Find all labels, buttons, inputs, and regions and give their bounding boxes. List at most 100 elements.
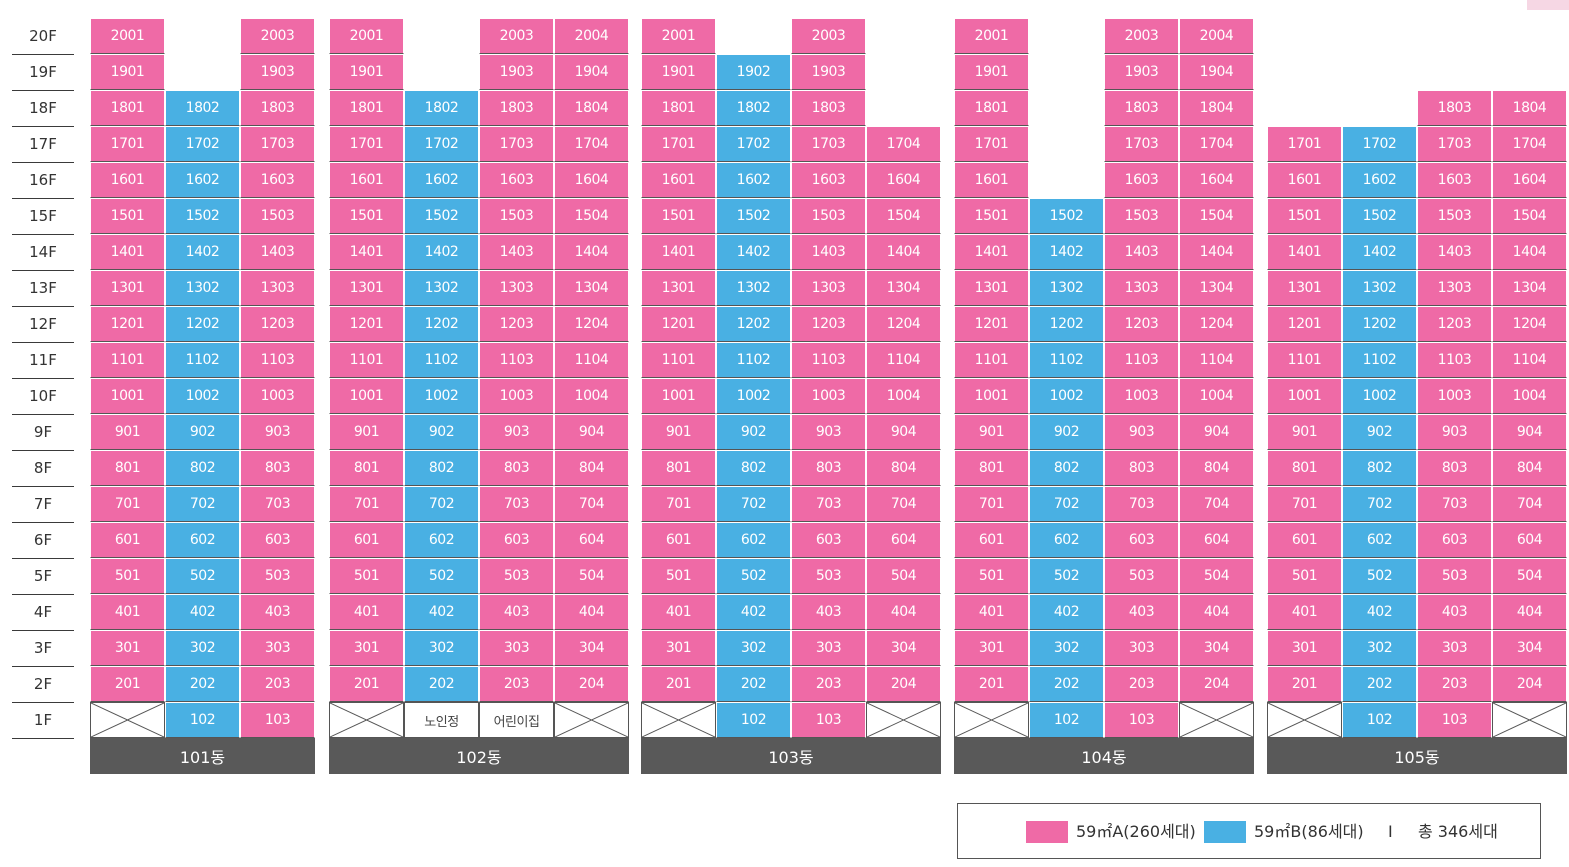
floor-label: 18F: [12, 90, 74, 127]
unit-cell: 303: [791, 630, 866, 666]
unit-cell: 504: [1492, 558, 1567, 594]
unit-cell: 803: [479, 450, 554, 486]
unit-cell: 301: [954, 630, 1029, 666]
unit-cell: 2003: [791, 18, 866, 54]
unit-cell: 1003: [479, 378, 554, 414]
floor-label: 6F: [12, 522, 74, 559]
unit-cell: 601: [1267, 522, 1342, 558]
unit-cell: 1703: [1104, 126, 1179, 162]
unit-cell: 1302: [165, 270, 240, 306]
unit-cell: 201: [1267, 666, 1342, 702]
floor-label: 20F: [12, 18, 74, 55]
unit-cell: 1701: [954, 126, 1029, 162]
unit-cell: 1002: [1029, 378, 1104, 414]
unit-cell: 1801: [329, 90, 404, 126]
unit-cell: 1204: [554, 306, 629, 342]
unit-cell: 1801: [90, 90, 165, 126]
unit-cell: 402: [404, 594, 479, 630]
unit-cell: 103: [1104, 702, 1179, 738]
building-label: 104동: [954, 738, 1254, 774]
unit-cell: 1703: [791, 126, 866, 162]
unit-cell: 1503: [479, 198, 554, 234]
unit-cell: 302: [1029, 630, 1104, 666]
unit-cell: 601: [954, 522, 1029, 558]
unit-cell: 2003: [479, 18, 554, 54]
unit-cell: 1603: [479, 162, 554, 198]
empty-cell: [329, 702, 404, 738]
unit-cell: 402: [165, 594, 240, 630]
unit-cell: 1704: [554, 126, 629, 162]
unit-cell: 402: [1029, 594, 1104, 630]
unit-cell: 303: [479, 630, 554, 666]
unit-cell: 1002: [404, 378, 479, 414]
unit-cell: 1102: [1342, 342, 1417, 378]
unit-cell: 801: [954, 450, 1029, 486]
unit-cell: 1204: [1492, 306, 1567, 342]
unit-cell: 1502: [404, 198, 479, 234]
floor-label: 13F: [12, 270, 74, 307]
unit-cell: 603: [1104, 522, 1179, 558]
unit-cell: 1503: [1417, 198, 1492, 234]
unit-cell: 1003: [1417, 378, 1492, 414]
unit-cell: 804: [1492, 450, 1567, 486]
unit-cell: 903: [1417, 414, 1492, 450]
unit-cell: 1203: [1417, 306, 1492, 342]
unit-cell: 1502: [716, 198, 791, 234]
unit-cell: 604: [554, 522, 629, 558]
unit-cell: 204: [866, 666, 941, 702]
unit-cell: 204: [1179, 666, 1254, 702]
unit-cell: 1901: [641, 54, 716, 90]
unit-cell: 102: [716, 702, 791, 738]
unit-cell: 1001: [90, 378, 165, 414]
empty-cell: [1267, 702, 1342, 738]
unit-cell: 802: [716, 450, 791, 486]
unit-cell: 2001: [90, 18, 165, 54]
unit-cell: 1301: [1267, 270, 1342, 306]
unit-cell: 701: [1267, 486, 1342, 522]
unit-cell: 801: [1267, 450, 1342, 486]
unit-cell: 901: [1267, 414, 1342, 450]
unit-cell: 301: [641, 630, 716, 666]
floor-label: 14F: [12, 234, 74, 271]
unit-cell: 1703: [1417, 126, 1492, 162]
unit-cell: 1101: [641, 342, 716, 378]
unit-cell: 503: [1417, 558, 1492, 594]
unit-cell: 1402: [716, 234, 791, 270]
unit-cell: 102: [1029, 702, 1104, 738]
unit-cell: 1301: [641, 270, 716, 306]
unit-cell: 704: [554, 486, 629, 522]
unit-cell: 401: [329, 594, 404, 630]
unit-cell: 102: [1342, 702, 1417, 738]
unit-cell: 1604: [1179, 162, 1254, 198]
unit-cell: 1202: [165, 306, 240, 342]
unit-cell: 1102: [1029, 342, 1104, 378]
unit-cell: 301: [1267, 630, 1342, 666]
unit-cell: 602: [716, 522, 791, 558]
unit-cell: 403: [1417, 594, 1492, 630]
unit-cell: 202: [404, 666, 479, 702]
floor-label: 12F: [12, 306, 74, 343]
unit-cell: 801: [329, 450, 404, 486]
unit-cell: 1403: [479, 234, 554, 270]
unit-cell: 701: [90, 486, 165, 522]
unit-cell: 1602: [165, 162, 240, 198]
unit-cell: 1501: [1267, 198, 1342, 234]
unit-cell: 701: [954, 486, 1029, 522]
unit-cell: 404: [1492, 594, 1567, 630]
unit-cell: 1602: [404, 162, 479, 198]
unit-cell: 503: [1104, 558, 1179, 594]
unit-cell: 403: [479, 594, 554, 630]
unit-cell: 1403: [240, 234, 315, 270]
unit-cell: 801: [90, 450, 165, 486]
unit-cell: 1402: [1342, 234, 1417, 270]
unit-cell: 1401: [641, 234, 716, 270]
unit-cell: 304: [866, 630, 941, 666]
unit-cell: 201: [641, 666, 716, 702]
unit-cell: 404: [1179, 594, 1254, 630]
floor-label: 1F: [12, 702, 74, 739]
unit-cell: 802: [165, 450, 240, 486]
unit-cell: 1602: [1342, 162, 1417, 198]
unit-cell: 401: [641, 594, 716, 630]
unit-cell: 202: [1342, 666, 1417, 702]
legend-label-type-a: 59㎡A(260세대): [1076, 822, 1196, 841]
